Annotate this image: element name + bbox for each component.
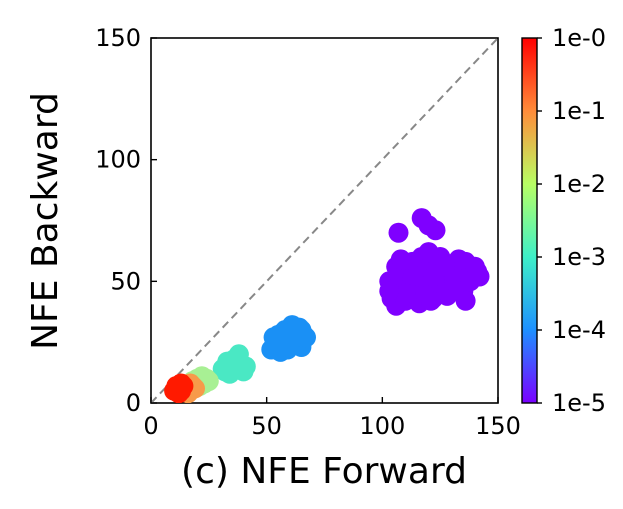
scatter-point-1e-0 [171, 373, 192, 394]
colorbar-tick-label: 1e-3 [552, 243, 606, 271]
scatter-point-1e-5 [388, 222, 409, 243]
scatter-point-1e-4 [289, 317, 310, 338]
colorbar [521, 37, 538, 404]
x-tick-label: 150 [475, 412, 521, 440]
y-tick-label: 150 [95, 24, 141, 52]
colorbar-tick-label: 1e-1 [552, 97, 606, 125]
y-tick-label: 50 [110, 267, 141, 295]
colorbar-tick-label: 1e-2 [552, 170, 606, 198]
y-axis: 0 50 100 150 [95, 24, 157, 417]
scatter-point-1e-5 [418, 242, 439, 263]
x-axis-title: (c) NFE Forward [181, 451, 467, 492]
y-axis-title: NFE Backward [25, 92, 66, 350]
scatter-point-1e-5 [420, 290, 441, 311]
x-tick-label: 100 [359, 412, 405, 440]
x-axis: 0 50 100 150 [143, 397, 521, 440]
x-tick-label: 0 [143, 412, 158, 440]
scatter-point-1e-3 [224, 356, 245, 377]
scatter-point-1e-5 [418, 215, 439, 236]
scatter-point-1e-5 [395, 283, 416, 304]
colorbar-axis: 1e-0 1e-1 1e-2 1e-3 1e-4 1e-5 [537, 24, 606, 417]
scatter-points [164, 208, 490, 403]
colorbar-tick-label: 1e-0 [552, 24, 606, 52]
scatter-point-1e-5 [379, 281, 400, 302]
scatter-point-1e-5 [409, 266, 430, 287]
colorbar-tick-label: 1e-4 [552, 316, 606, 344]
scatter-point-1e-5 [455, 290, 476, 311]
scatter-point-1e-5 [390, 249, 411, 270]
reference-diagonal [150, 37, 499, 404]
scatter-point-1e-5 [434, 256, 455, 277]
scatter-point-1e-4 [272, 322, 293, 343]
y-tick-label: 0 [126, 389, 141, 417]
colorbar-tick-label: 1e-5 [552, 389, 606, 417]
x-tick-label: 50 [251, 412, 282, 440]
y-tick-label: 100 [95, 146, 141, 174]
scatter-point-1e-5 [467, 261, 488, 282]
